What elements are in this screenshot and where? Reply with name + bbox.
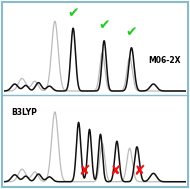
- Text: ✘: ✘: [78, 164, 90, 178]
- Text: ✔: ✔: [67, 6, 79, 20]
- Text: M06-2X: M06-2X: [148, 56, 181, 64]
- Text: ✔: ✔: [98, 18, 110, 32]
- Text: ✘: ✘: [109, 164, 121, 178]
- Text: ✘: ✘: [133, 164, 145, 178]
- Text: ✔: ✔: [126, 25, 137, 39]
- Text: B3LYP: B3LYP: [11, 108, 37, 117]
